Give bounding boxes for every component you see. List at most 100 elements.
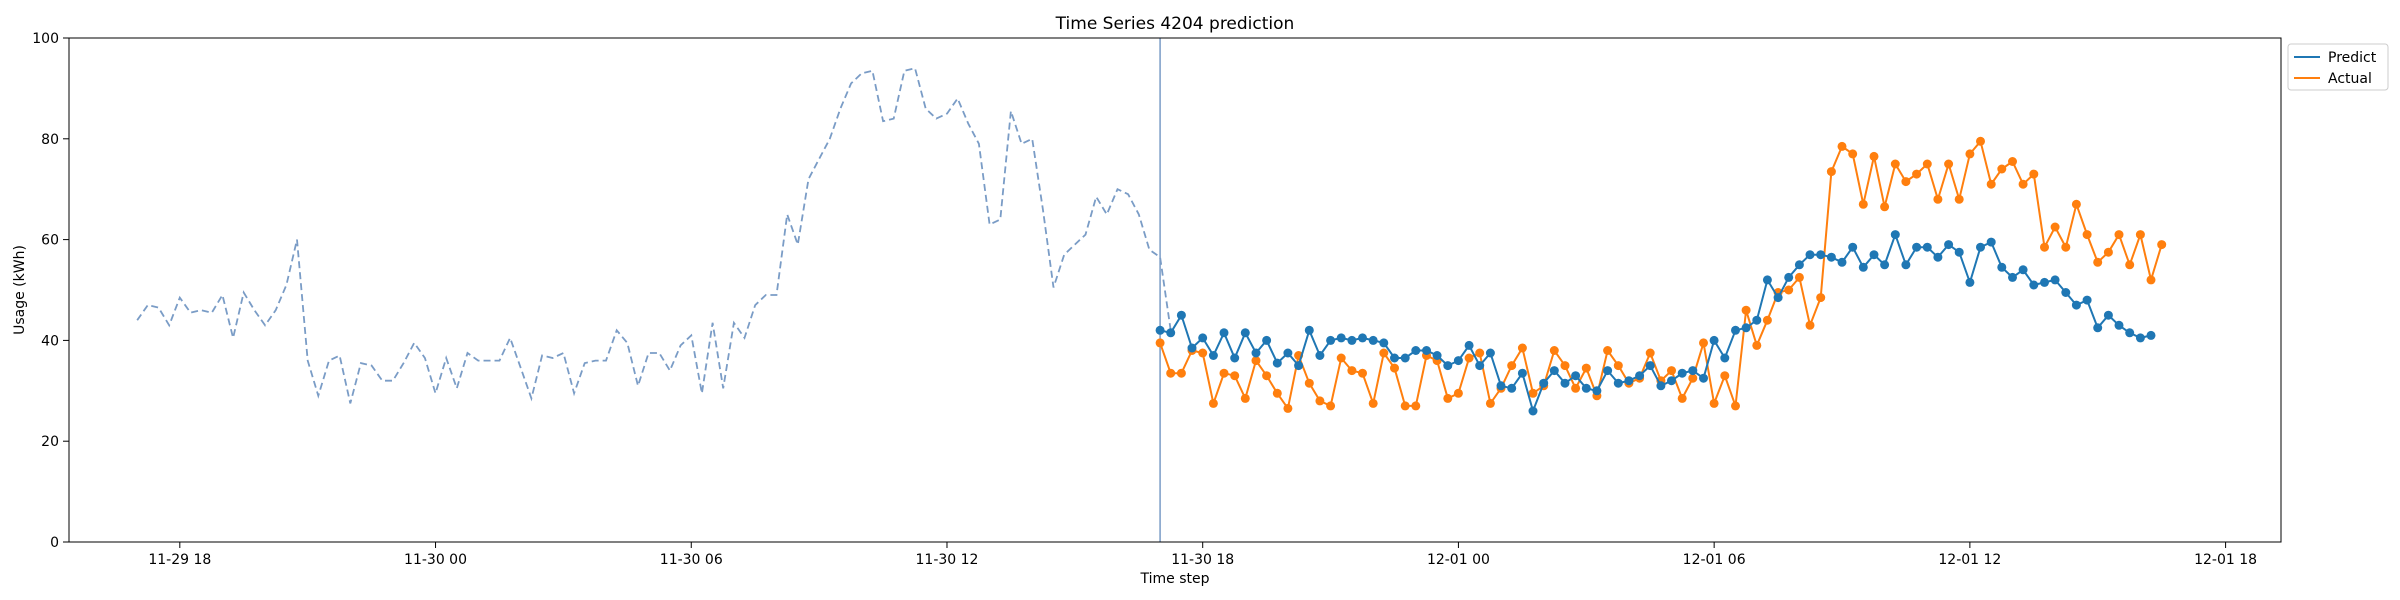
actual-point bbox=[1688, 373, 1698, 383]
predict-point bbox=[1741, 323, 1751, 333]
actual-point bbox=[1848, 149, 1858, 159]
y-tick-label: 20 bbox=[41, 434, 59, 450]
predict-point bbox=[1187, 343, 1197, 353]
actual-point bbox=[1699, 338, 1708, 348]
actual-point bbox=[1400, 401, 1410, 411]
predict-point bbox=[1358, 333, 1367, 343]
predict-point bbox=[1944, 240, 1954, 250]
predict-point bbox=[1411, 346, 1421, 355]
predict-point bbox=[2029, 280, 2039, 290]
predict-point bbox=[2018, 265, 2028, 275]
predict-point bbox=[1912, 242, 1922, 252]
y-tick-label: 60 bbox=[41, 233, 59, 249]
actual-point bbox=[2135, 230, 2145, 240]
actual-point bbox=[2061, 242, 2071, 252]
actual-point bbox=[1507, 361, 1517, 371]
predict-point bbox=[2008, 272, 2017, 282]
predict-point bbox=[1294, 361, 1304, 371]
chart-title: Time Series 4204 prediction bbox=[1055, 14, 1295, 34]
predict-point bbox=[1656, 381, 1666, 391]
predict-point bbox=[1688, 366, 1698, 376]
predict-point bbox=[1635, 371, 1645, 381]
predict-point bbox=[1805, 250, 1815, 260]
predict-point bbox=[1507, 383, 1517, 393]
predict-point bbox=[1816, 250, 1826, 260]
actual-point bbox=[2040, 242, 2049, 252]
actual-point bbox=[1251, 356, 1261, 366]
actual-point bbox=[1368, 398, 1378, 408]
predict-point bbox=[1826, 252, 1836, 262]
actual-point bbox=[1741, 305, 1751, 315]
x-tick-label: 11-30 00 bbox=[404, 552, 467, 568]
predict-point bbox=[1858, 262, 1868, 272]
x-tick-label: 11-29 18 bbox=[148, 552, 211, 568]
predict-point bbox=[1965, 277, 1975, 287]
predict-point bbox=[1422, 346, 1431, 355]
actual-point bbox=[1922, 159, 1932, 169]
x-tick-label: 12-01 12 bbox=[1938, 552, 2001, 568]
predict-point bbox=[1379, 338, 1389, 348]
actual-point bbox=[1208, 398, 1218, 408]
predict-point bbox=[1485, 348, 1495, 358]
actual-point bbox=[1784, 285, 1794, 295]
actual-point bbox=[1304, 378, 1314, 388]
predict-point bbox=[2114, 320, 2124, 330]
y-tick-label: 80 bbox=[41, 132, 59, 148]
predict-point bbox=[1560, 378, 1570, 388]
actual-point bbox=[1390, 363, 1399, 373]
predict-point bbox=[1528, 406, 1538, 416]
predict-point bbox=[1784, 272, 1794, 282]
predict-point bbox=[1198, 333, 1208, 343]
predict-point bbox=[2061, 288, 2071, 297]
actual-point bbox=[1326, 401, 1336, 411]
actual-point bbox=[1720, 371, 1730, 381]
predict-point bbox=[1283, 348, 1293, 358]
actual-point bbox=[1901, 177, 1911, 187]
legend: Predict Actual bbox=[2287, 43, 2389, 91]
actual-point bbox=[1603, 346, 1613, 355]
predict-point bbox=[1954, 247, 1964, 257]
predict-point bbox=[1304, 325, 1314, 335]
predict-point bbox=[1731, 325, 1740, 335]
actual-point bbox=[1890, 159, 1900, 169]
predict-point bbox=[1262, 335, 1272, 345]
actual-point bbox=[1517, 343, 1527, 353]
actual-point bbox=[1549, 346, 1559, 355]
actual-point bbox=[2125, 260, 2135, 270]
y-axis: 0 20 40 60 80 100 bbox=[32, 31, 69, 551]
actual-point bbox=[1912, 169, 1922, 179]
predict-point bbox=[1368, 335, 1378, 345]
x-tick-label: 11-30 06 bbox=[660, 552, 723, 568]
actual-point bbox=[1858, 199, 1868, 209]
predict-point bbox=[1219, 328, 1229, 338]
actual-point bbox=[1230, 371, 1240, 381]
actual-point bbox=[1336, 353, 1346, 363]
actual-point bbox=[2008, 157, 2017, 166]
actual-point bbox=[1240, 393, 1250, 403]
actual-point bbox=[1880, 202, 1890, 212]
actual-point bbox=[1198, 348, 1208, 358]
actual-point bbox=[2071, 199, 2081, 209]
predict-point bbox=[1890, 230, 1900, 240]
predict-point bbox=[1880, 260, 1890, 270]
actual-series bbox=[1155, 136, 2167, 413]
actual-point bbox=[1997, 164, 2007, 174]
actual-point bbox=[1613, 361, 1623, 371]
x-tick-label: 11-30 18 bbox=[1171, 552, 1234, 568]
predict-point bbox=[1400, 353, 1410, 363]
y-tick-label: 0 bbox=[50, 535, 59, 551]
predict-point bbox=[1794, 260, 1804, 270]
x-tick-label: 12-01 06 bbox=[1683, 552, 1746, 568]
predict-point bbox=[1176, 310, 1186, 320]
actual-point bbox=[1837, 141, 1847, 151]
actual-point bbox=[1560, 361, 1570, 371]
predict-point bbox=[1699, 373, 1708, 383]
x-axis: 11-29 18 11-30 00 11-30 06 11-30 12 11-30 18… bbox=[148, 542, 2257, 568]
actual-point bbox=[1379, 348, 1389, 358]
predict-point bbox=[1464, 340, 1474, 350]
actual-point bbox=[1954, 194, 1964, 204]
predict-point bbox=[1347, 335, 1357, 345]
actual-point bbox=[1581, 363, 1591, 373]
actual-point bbox=[2103, 247, 2113, 257]
predict-point bbox=[2135, 333, 2145, 343]
